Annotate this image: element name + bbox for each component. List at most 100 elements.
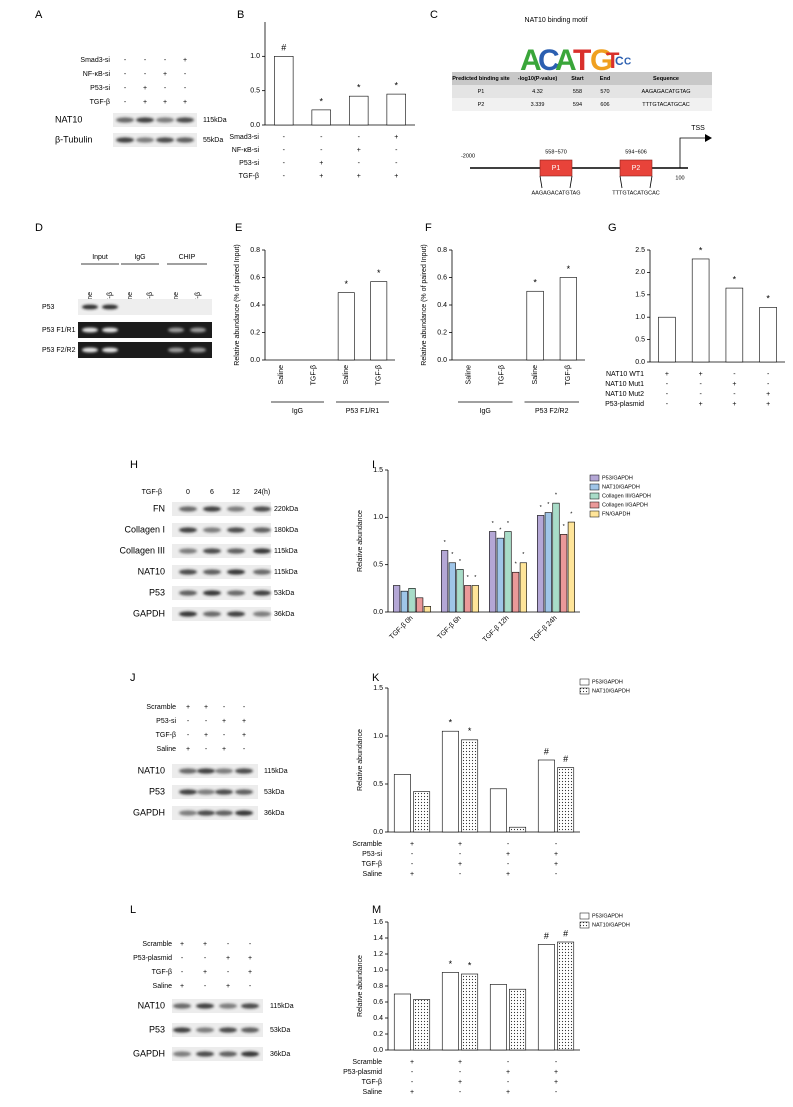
bar: [461, 973, 479, 1051]
condition-sign: -: [733, 391, 736, 398]
y-tick-label: 0.6: [250, 274, 260, 281]
condition-name: P53-si: [90, 85, 110, 92]
condition-sign: +: [554, 851, 558, 858]
condition-sign: +: [186, 704, 190, 711]
condition-sign: +: [458, 1079, 462, 1086]
row-name: P53 F1/R1: [42, 327, 76, 334]
y-tick-label: 0.0: [250, 357, 260, 364]
condition-name: TGF-β: [362, 1079, 382, 1086]
gel-band: [168, 327, 184, 333]
band-size: 180kDa: [274, 527, 298, 534]
blot-band: [136, 117, 154, 123]
band-size: 53kDa: [274, 590, 294, 597]
bar: [559, 277, 577, 361]
blot-band: [215, 810, 233, 816]
condition-sign: -: [358, 160, 361, 167]
condition-name: NF-κB-si: [232, 147, 260, 154]
condition-sign: +: [554, 1079, 558, 1086]
condition-sign: -: [184, 85, 187, 92]
bar: [519, 562, 527, 613]
y-axis-title: Relative abundance: [357, 955, 364, 1017]
significance-mark: *: [699, 245, 703, 255]
blot-band: [219, 1003, 237, 1009]
tss-label: TSS: [691, 125, 705, 132]
blot-band: [197, 810, 215, 816]
condition-name: NF-κB-si: [83, 71, 111, 78]
table-cell: AAGAGACATGTAG: [642, 89, 691, 95]
group-header: IgG: [134, 254, 145, 261]
table-cell: 558: [573, 89, 582, 95]
condition-sign: -: [767, 371, 770, 378]
condition-sign: -: [249, 941, 252, 948]
table-cell: 4.32: [532, 89, 543, 95]
significance-mark: *: [522, 552, 525, 558]
condition-sign: -: [124, 85, 127, 92]
table-header: -log10(P-value): [518, 76, 558, 82]
gel-band: [102, 327, 118, 333]
y-tick-label: 0.0: [373, 829, 383, 836]
band-name: Collagen I: [124, 524, 165, 534]
condition-sign: -: [555, 871, 558, 878]
blot-band: [241, 1003, 259, 1009]
significance-mark: *: [492, 521, 495, 527]
diagram-end: 100: [675, 175, 684, 181]
significance-mark: *: [319, 96, 323, 106]
condition-sign: -: [507, 841, 510, 848]
panel-label: B: [237, 9, 244, 21]
condition-sign: +: [226, 983, 230, 990]
y-axis-title: Relative abundance (% of paired Input): [234, 244, 241, 365]
motif-title: NAT10 binding motif: [525, 17, 588, 24]
panel-label: L: [130, 904, 136, 916]
y-tick-label: 0.0: [437, 357, 447, 364]
condition-sign: +: [180, 941, 184, 948]
bar: [526, 290, 544, 361]
blot-band: [156, 117, 174, 123]
significance-mark: *: [449, 959, 453, 969]
blot-band: [227, 569, 245, 575]
x-tick-label: TGF-β: [311, 365, 318, 385]
blot-band: [179, 789, 197, 795]
blot-band: [203, 527, 221, 533]
bar: [537, 515, 545, 613]
blot-band: [203, 569, 221, 575]
panel-label: G: [608, 222, 617, 234]
blot-band: [179, 569, 197, 575]
condition-sign: -: [124, 71, 127, 78]
condition-sign: -: [283, 160, 286, 167]
legend-label: P53/GAPDH: [592, 913, 623, 919]
condition-sign: -: [459, 851, 462, 858]
blot-band: [253, 590, 271, 596]
band-name: P53: [149, 1024, 165, 1034]
significance-mark: #: [544, 746, 549, 756]
band-size: 115kDa: [264, 768, 288, 775]
logo-letter: C: [538, 44, 560, 77]
blot-band: [203, 590, 221, 596]
condition-sign: +: [242, 732, 246, 739]
bar: [725, 287, 744, 363]
condition-sign: -: [227, 941, 230, 948]
condition-sign: +: [357, 173, 361, 180]
condition-sign: -: [411, 1069, 414, 1076]
significance-mark: *: [444, 540, 447, 546]
condition-sign: +: [410, 871, 414, 878]
blot-band: [227, 590, 245, 596]
condition-sign: +: [410, 841, 414, 848]
condition-sign: +: [665, 371, 669, 378]
x-tick-label: TGF-β 24h: [530, 615, 559, 644]
gel-band: [102, 347, 118, 353]
bar: [423, 606, 431, 613]
condition-sign: +: [506, 851, 510, 858]
legend-label: FN/GAPDH: [602, 511, 630, 517]
gel-strip: [78, 322, 212, 338]
significance-mark: *: [451, 552, 454, 558]
band-name: GAPDH: [133, 608, 165, 618]
blot-band: [253, 569, 271, 575]
group-label: IgG: [292, 408, 303, 415]
condition-sign: +: [143, 99, 147, 106]
site-callout: [619, 175, 653, 189]
band-size: 53kDa: [264, 789, 284, 796]
logo-letter: T: [573, 44, 591, 77]
y-tick-label: 1.5: [373, 467, 383, 474]
logo-letter: A: [555, 44, 577, 77]
site-box: [539, 159, 573, 177]
